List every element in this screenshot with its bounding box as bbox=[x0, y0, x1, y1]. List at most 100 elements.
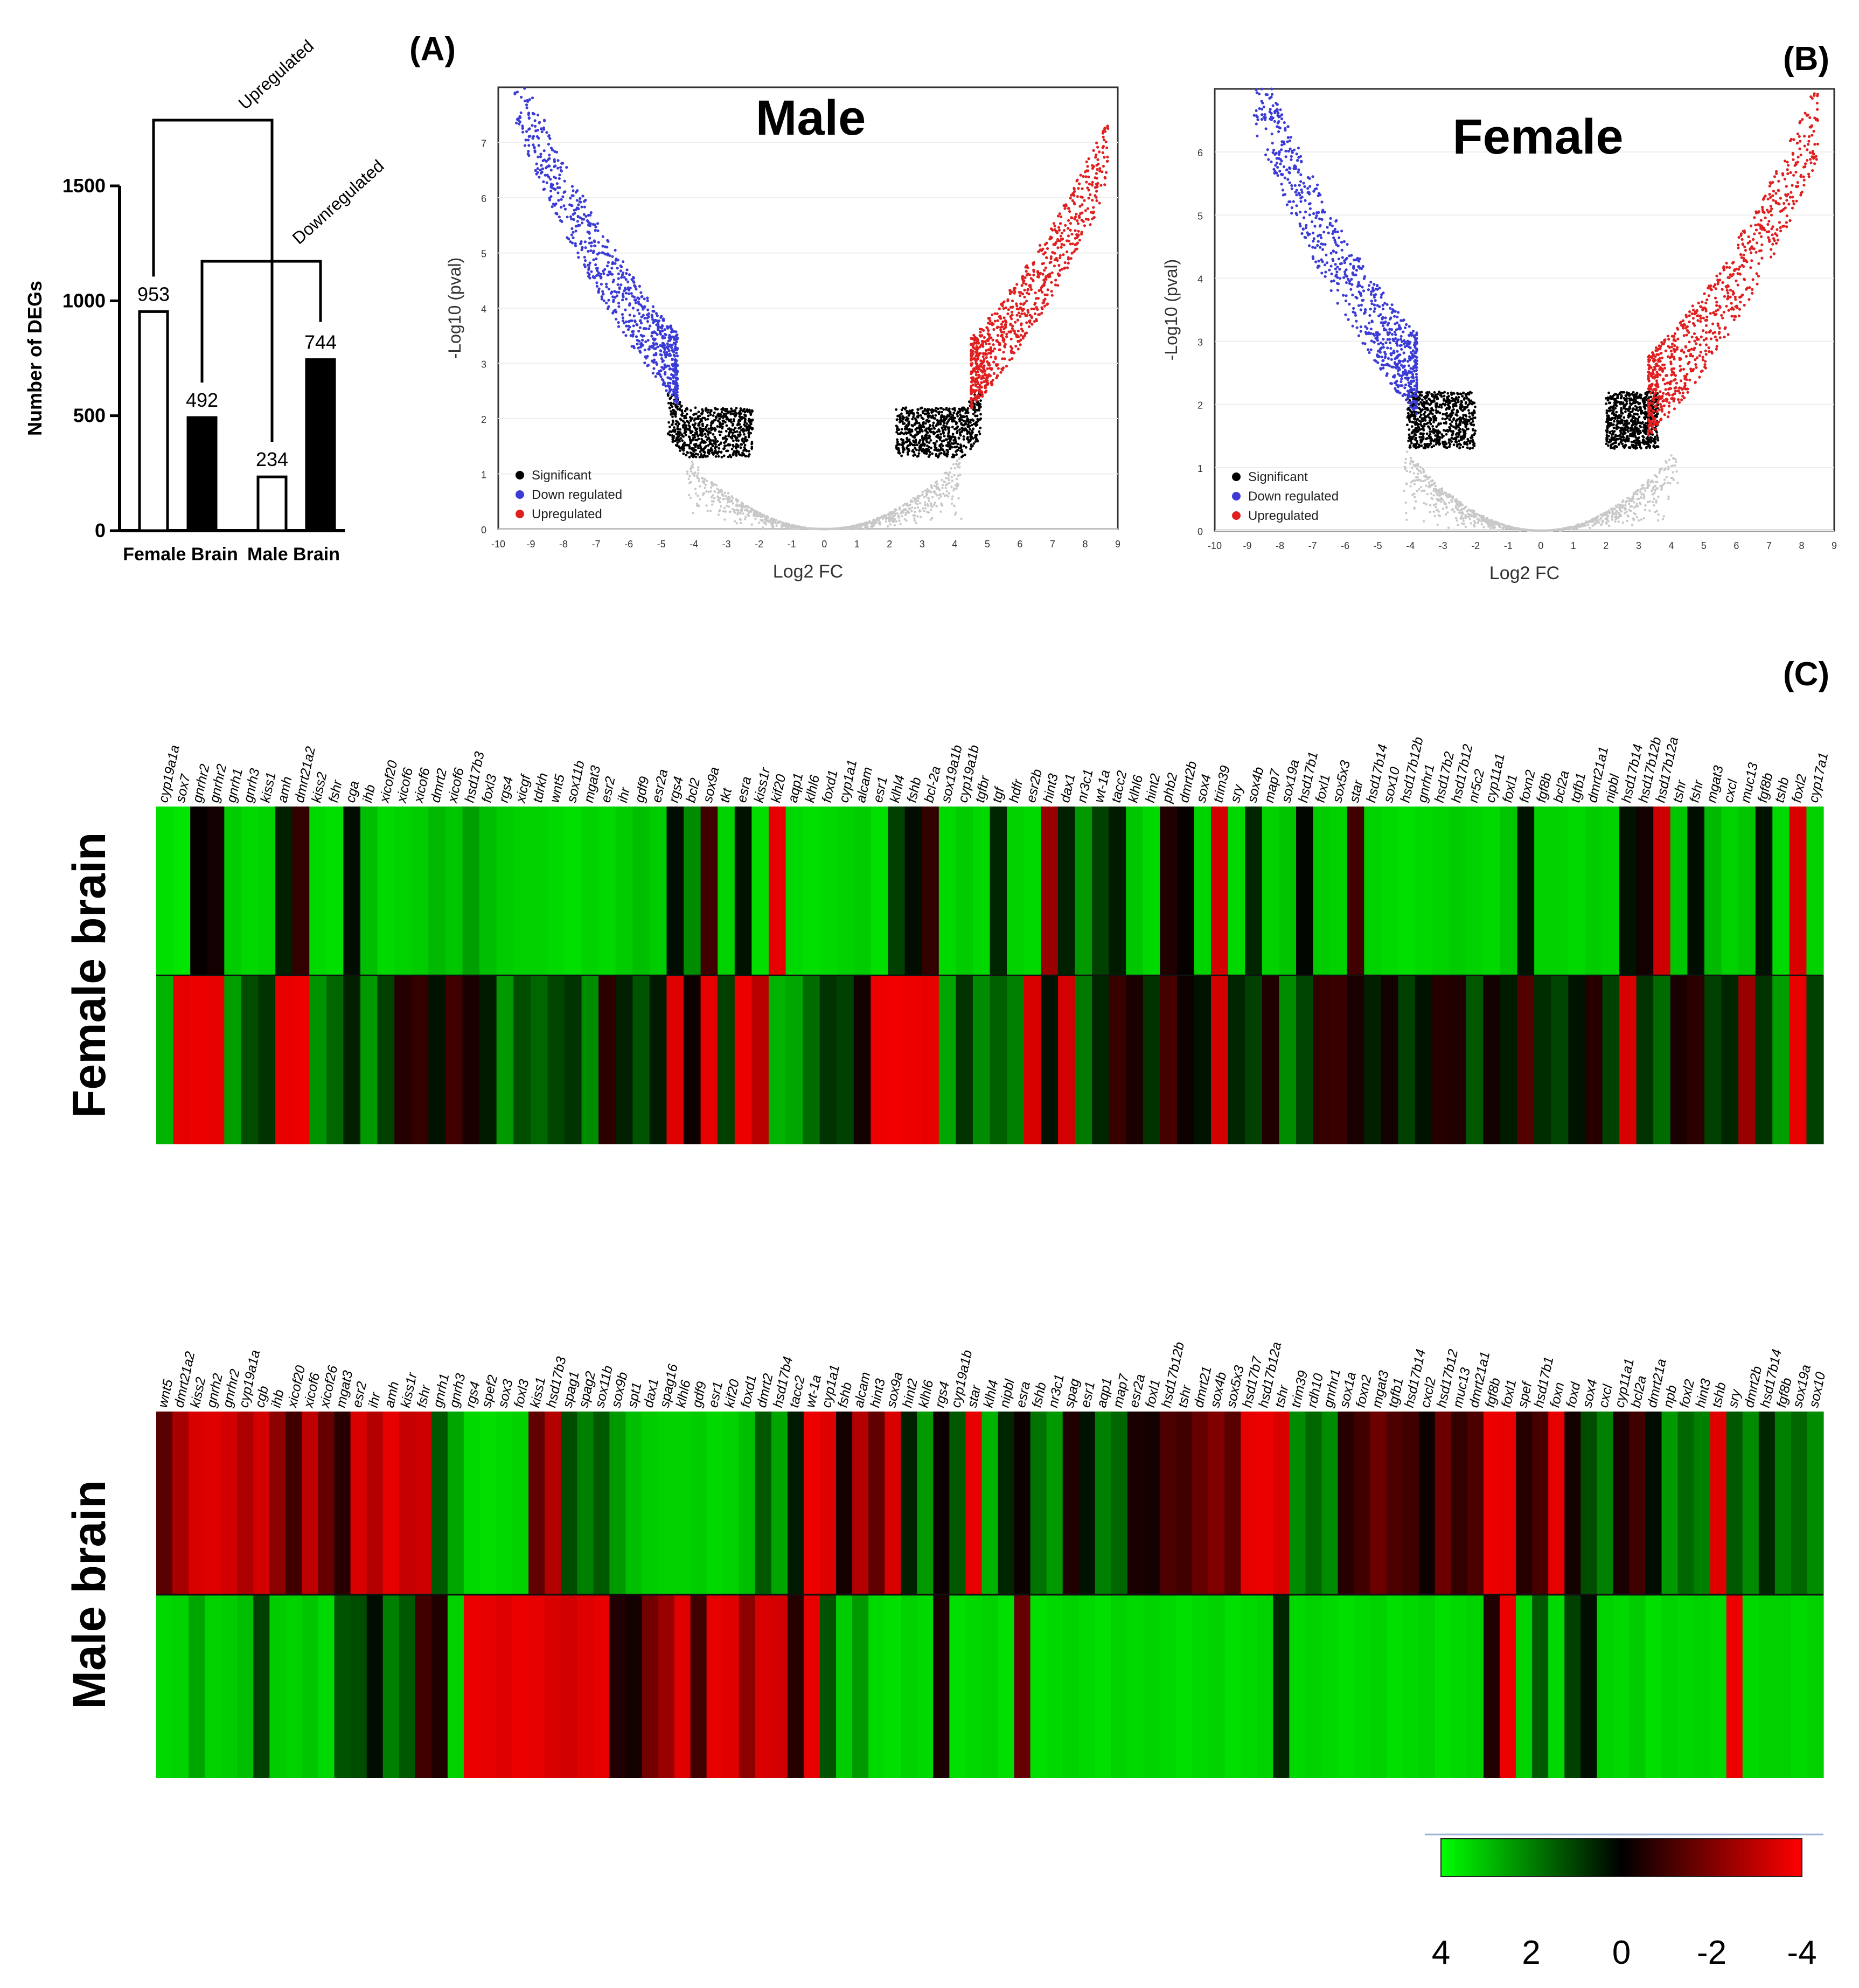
volcano-point bbox=[977, 419, 980, 422]
volcano-point bbox=[986, 381, 990, 385]
volcano-point bbox=[1077, 230, 1080, 233]
volcano-point bbox=[667, 433, 670, 435]
volcano-point bbox=[683, 416, 686, 420]
volcano-point bbox=[740, 418, 742, 421]
volcano-point bbox=[1449, 493, 1452, 496]
volcano-point bbox=[572, 189, 575, 192]
volcano-point bbox=[1057, 263, 1061, 267]
volcano-point bbox=[628, 325, 631, 329]
volcano-point bbox=[747, 455, 750, 458]
volcano-point bbox=[643, 297, 646, 301]
volcano-point bbox=[1081, 211, 1084, 214]
volcano-point bbox=[706, 418, 709, 421]
volcano-point bbox=[929, 439, 932, 442]
volcano-point bbox=[1473, 512, 1475, 515]
volcano-point bbox=[974, 371, 978, 374]
volcano-point bbox=[902, 504, 904, 507]
volcano-x-tick-label: -5 bbox=[657, 539, 666, 550]
volcano-point bbox=[653, 338, 656, 342]
volcano-point bbox=[637, 330, 640, 333]
volcano-point bbox=[1674, 464, 1676, 467]
volcano-point bbox=[682, 426, 685, 429]
volcano-point bbox=[716, 488, 719, 490]
volcano-point bbox=[547, 143, 551, 146]
volcano-point bbox=[718, 499, 721, 502]
volcano-point bbox=[663, 328, 666, 331]
volcano-point bbox=[917, 422, 921, 425]
volcano-point bbox=[950, 502, 953, 505]
volcano-point bbox=[595, 257, 598, 261]
volcano-point bbox=[694, 471, 697, 474]
volcano-title: Male bbox=[756, 91, 866, 145]
volcano-point bbox=[536, 171, 539, 174]
volcano-point bbox=[1595, 522, 1597, 525]
volcano-point bbox=[524, 99, 527, 102]
volcano-point bbox=[676, 436, 679, 439]
volcano-point bbox=[596, 222, 600, 225]
volcano-point bbox=[668, 344, 671, 347]
volcano-point bbox=[1610, 508, 1613, 511]
volcano-point bbox=[693, 474, 696, 477]
volcano-point bbox=[980, 390, 983, 393]
volcano-point bbox=[1001, 304, 1004, 308]
volcano-point bbox=[1075, 212, 1078, 216]
volcano-point bbox=[1033, 307, 1036, 311]
volcano-point bbox=[689, 496, 692, 499]
volcano-point bbox=[706, 411, 709, 414]
volcano-point bbox=[1025, 274, 1028, 277]
volcano-point bbox=[1473, 525, 1476, 528]
volcano-point bbox=[941, 426, 944, 429]
volcano-point bbox=[722, 408, 725, 411]
volcano-point bbox=[947, 477, 950, 479]
volcano-point bbox=[1090, 183, 1094, 186]
volcano-point bbox=[570, 194, 574, 197]
volcano-point bbox=[1103, 156, 1106, 159]
volcano-point bbox=[1412, 472, 1416, 475]
volcano-point bbox=[594, 229, 597, 232]
volcano-point bbox=[640, 315, 643, 318]
volcano-point bbox=[991, 338, 994, 342]
volcano-point bbox=[742, 512, 744, 515]
volcano-point bbox=[1413, 483, 1416, 485]
volcano-point bbox=[907, 411, 910, 414]
volcano-point bbox=[628, 273, 631, 276]
volcano-point bbox=[1073, 203, 1076, 206]
volcano-point bbox=[688, 475, 691, 477]
volcano-point bbox=[942, 424, 945, 427]
volcano-point bbox=[970, 443, 973, 446]
volcano-point bbox=[552, 187, 555, 190]
volcano-point bbox=[1460, 515, 1463, 517]
volcano-point bbox=[1094, 156, 1097, 159]
volcano-point bbox=[951, 495, 954, 498]
volcano-point bbox=[562, 204, 566, 207]
volcano-point bbox=[1445, 506, 1448, 509]
volcano-point bbox=[1597, 520, 1599, 523]
volcano-point bbox=[908, 511, 910, 514]
volcano-point bbox=[1619, 509, 1621, 511]
volcano-point bbox=[979, 399, 982, 402]
volcano-point bbox=[746, 428, 749, 430]
volcano-point bbox=[711, 421, 714, 424]
volcano-point bbox=[1444, 491, 1447, 494]
volcano-point bbox=[838, 527, 841, 530]
volcano-point bbox=[1433, 482, 1436, 484]
volcano-point bbox=[671, 374, 674, 377]
volcano-point bbox=[1569, 526, 1572, 529]
volcano-point bbox=[1016, 308, 1020, 311]
volcano-point bbox=[694, 406, 697, 409]
volcano-point bbox=[651, 318, 655, 321]
volcano-x-tick-label: -5 bbox=[1374, 540, 1382, 551]
volcano-point bbox=[624, 308, 627, 311]
volcano-point bbox=[1022, 281, 1025, 284]
volcano-point bbox=[924, 501, 927, 504]
volcano-point bbox=[742, 449, 746, 452]
volcano-point bbox=[733, 511, 736, 514]
volcano-point bbox=[1049, 260, 1053, 263]
volcano-y-tick-label: 6 bbox=[1197, 148, 1203, 158]
volcano-point bbox=[1025, 321, 1028, 324]
volcano-point bbox=[593, 223, 596, 226]
volcano-point bbox=[972, 427, 975, 430]
volcano-point bbox=[925, 430, 928, 433]
volcano-point bbox=[1446, 496, 1449, 498]
volcano-point bbox=[1104, 130, 1107, 133]
